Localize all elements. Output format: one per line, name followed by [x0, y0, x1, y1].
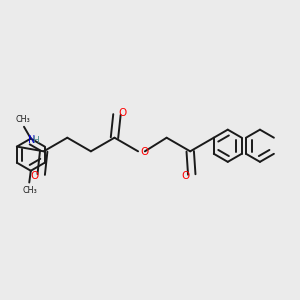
Text: O: O [118, 108, 127, 118]
Text: H: H [32, 136, 39, 145]
Text: CH₃: CH₃ [22, 186, 37, 195]
Text: O: O [141, 147, 149, 157]
Text: N: N [28, 135, 35, 145]
Text: CH₃: CH₃ [15, 115, 30, 124]
Text: O: O [30, 171, 38, 181]
Text: O: O [182, 171, 190, 181]
